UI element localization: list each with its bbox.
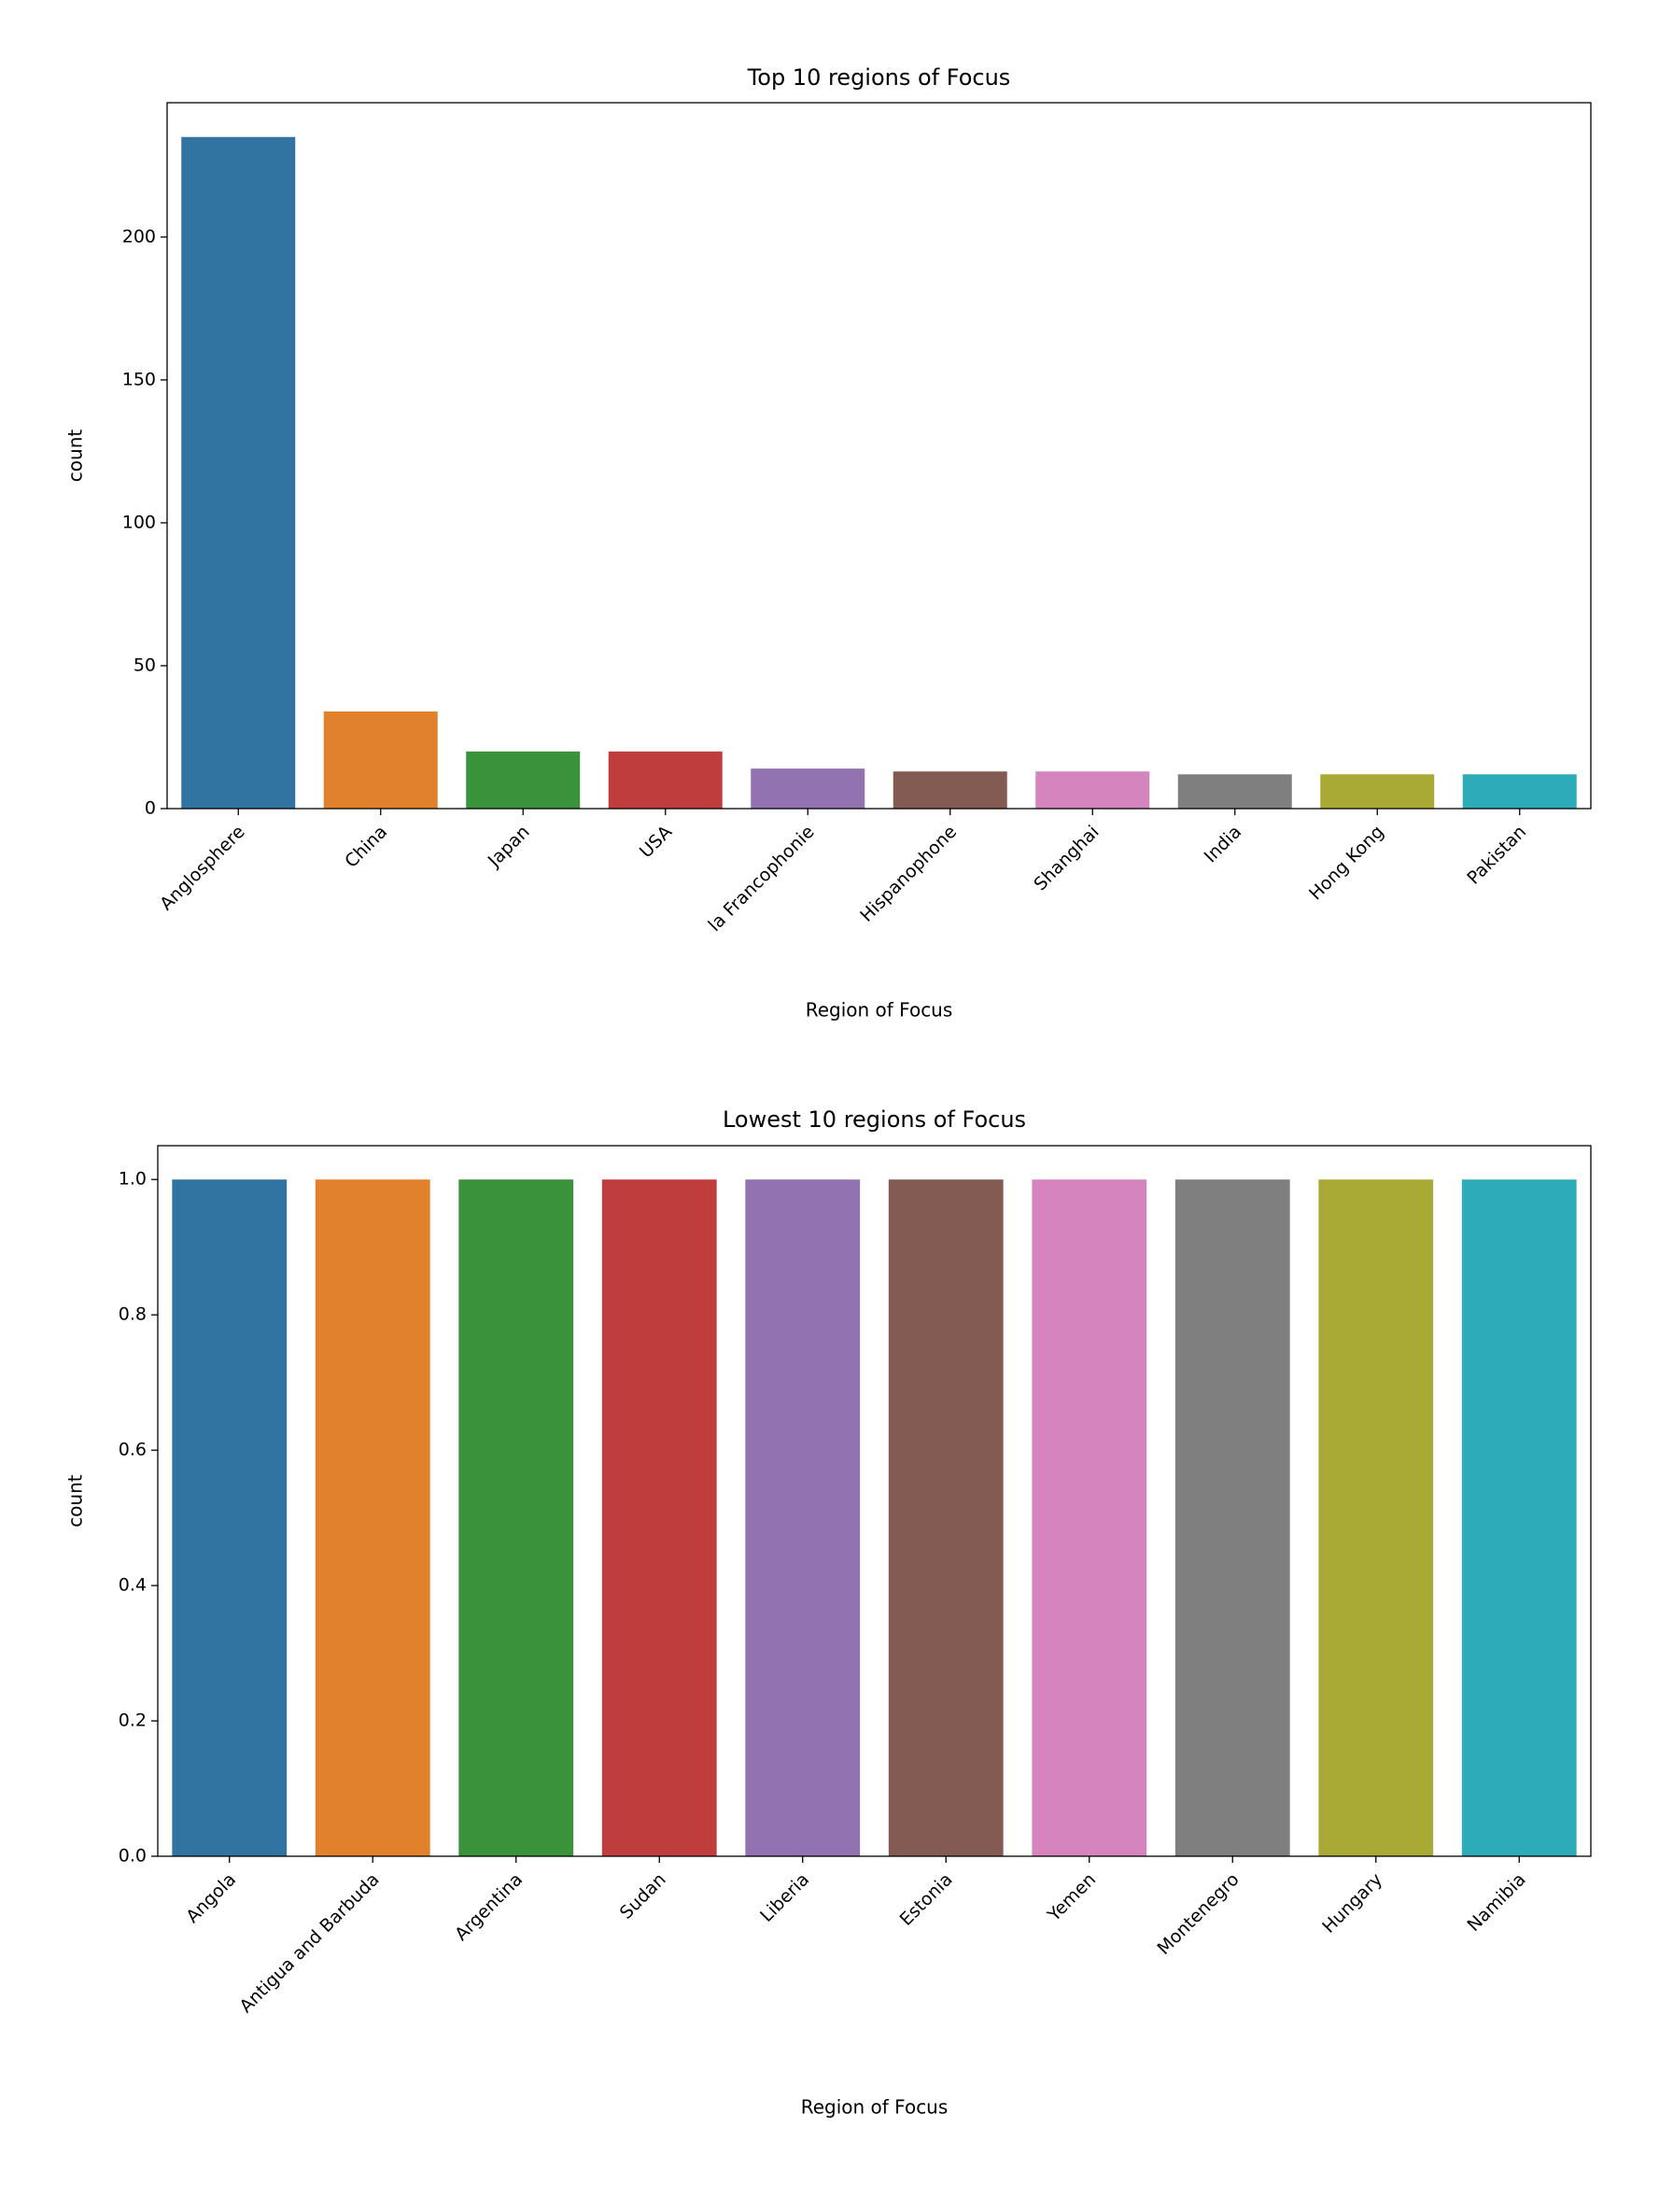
x-tick-label: Pakistan <box>1463 822 1530 889</box>
y-tick-label: 50 <box>134 655 156 675</box>
chart-title: Top 10 regions of Focus <box>747 64 1011 91</box>
y-tick-label: 0.6 <box>119 1440 147 1460</box>
bar <box>1032 1179 1147 1856</box>
bar <box>315 1179 430 1856</box>
y-tick-label: 1.0 <box>119 1169 147 1190</box>
y-axis-label: count <box>64 1474 87 1528</box>
x-tick-label: Argentina <box>451 1869 527 1945</box>
x-tick-label: China <box>341 822 391 872</box>
x-tick-label: India <box>1201 822 1246 867</box>
x-tick-label: Antigua and Barbuda <box>236 1869 384 2017</box>
y-tick-label: 0.4 <box>119 1575 147 1596</box>
plot-frame <box>166 102 1592 810</box>
x-tick-label: Estonia <box>896 1869 957 1930</box>
x-axis-label: Region of Focus <box>801 2096 949 2119</box>
bar <box>1174 1179 1290 1856</box>
x-tick-label: Namibia <box>1464 1869 1530 1936</box>
bar <box>458 1179 574 1856</box>
x-tick-label: Anglosphere <box>156 822 249 915</box>
x-tick-label: Yemen <box>1043 1869 1100 1926</box>
bar <box>893 771 1007 809</box>
y-tick-label: 100 <box>122 512 156 532</box>
chart-title: Lowest 10 regions of Focus <box>723 1106 1026 1133</box>
bar <box>888 1179 1004 1856</box>
y-tick-label: 150 <box>122 369 156 389</box>
bar <box>1318 1179 1434 1856</box>
bar <box>751 768 865 809</box>
bar <box>1035 771 1150 809</box>
x-tick-label: Shanghai <box>1030 822 1103 895</box>
bar <box>1320 774 1435 809</box>
bar <box>181 136 296 809</box>
bar <box>1462 774 1577 809</box>
plot-frame <box>157 1145 1592 1857</box>
bar <box>323 711 438 809</box>
bar <box>172 1179 288 1856</box>
bar <box>608 751 723 809</box>
y-tick-label: 0.8 <box>119 1304 147 1325</box>
x-tick-label: Montenegro <box>1153 1869 1243 1959</box>
y-tick-label: 0.0 <box>119 1846 147 1867</box>
y-tick-label: 0 <box>145 798 156 819</box>
y-axis-label: count <box>64 430 87 483</box>
bar <box>745 1179 861 1856</box>
bar <box>1461 1179 1577 1856</box>
bar <box>1177 774 1292 809</box>
x-tick-label: la Francophonie <box>704 822 818 936</box>
y-tick-label: 200 <box>122 226 156 247</box>
x-tick-label: Hungary <box>1318 1869 1386 1937</box>
x-tick-label: Japan <box>484 822 534 872</box>
x-tick-label: Sudan <box>616 1869 670 1923</box>
x-tick-label: USA <box>636 822 676 862</box>
bar <box>601 1179 717 1856</box>
x-tick-label: Hispanophone <box>856 822 961 926</box>
x-tick-label: Hong Kong <box>1305 822 1388 905</box>
x-tick-label: Liberia <box>756 1869 813 1926</box>
bar <box>466 751 581 809</box>
y-tick-label: 0.2 <box>119 1711 147 1731</box>
x-axis-label: Region of Focus <box>806 999 953 1021</box>
x-tick-label: Angola <box>182 1869 240 1927</box>
